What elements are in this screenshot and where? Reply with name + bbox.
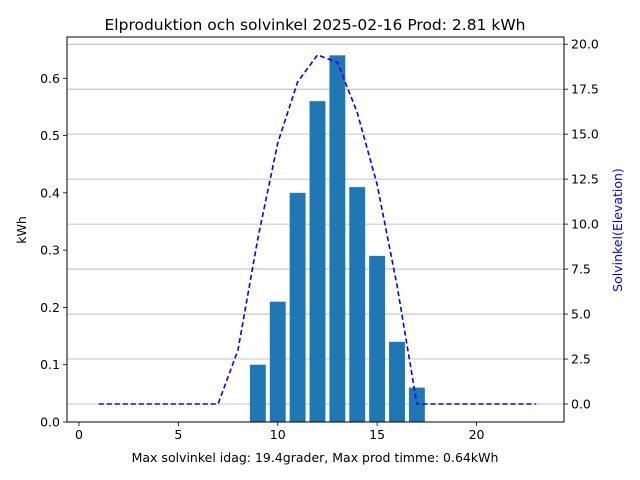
bar [289,192,306,422]
y-tick-label: 0.1 [40,357,60,372]
bar [389,341,405,422]
bar [329,55,346,422]
y2-tick-label: 20.0 [571,37,599,52]
bar [408,387,425,422]
y2-axis-label: Solvinkel(Elevation) [610,168,625,292]
bar [349,187,366,422]
y-tick-label: 0.4 [40,185,60,200]
chart-title: Elproduktion och solvinkel 2025-02-16 Pr… [105,16,526,34]
y-axis-label: kWh [14,216,29,244]
x-tick-label: 0 [75,427,83,442]
plot-frame [66,36,565,423]
bar [269,301,286,422]
y-axis-ticks: 0.0 0.1 0.2 0.3 0.4 0.5 0.6 [40,71,67,430]
x-axis-ticks: 0 5 10 15 20 [75,422,485,442]
y-tick-label: 0.6 [40,71,60,86]
y-tick-label: 0.3 [40,243,60,258]
y2-tick-label: 12.5 [571,172,599,187]
bar [249,364,266,422]
bar [369,255,386,422]
y2-axis-ticks: 0.0 2.5 5.0 7.5 10.0 12.5 15.0 17.5 20.0 [564,37,599,412]
y2-tick-label: 2.5 [571,352,591,367]
x-axis-label: Max solvinkel idag: 19.4grader, Max prod… [132,450,499,465]
y-tick-label: 0.2 [40,300,60,315]
y2-tick-label: 0.0 [571,397,591,412]
y2-tick-label: 7.5 [571,262,591,277]
elevation-line [98,54,537,405]
x-tick-label: 15 [369,427,385,442]
y2-tick-label: 17.5 [571,82,599,97]
y2-tick-label: 15.0 [571,127,599,142]
y-tick-label: 0.5 [40,128,60,143]
x-tick-label: 5 [174,427,182,442]
y2-tick-label: 10.0 [571,217,599,232]
y-tick-label: 0.0 [40,415,60,430]
x-tick-label: 20 [469,427,485,442]
bar [309,101,326,423]
bar-series [249,55,425,423]
y2-tick-label: 5.0 [571,307,591,322]
x-tick-label: 10 [270,427,286,442]
